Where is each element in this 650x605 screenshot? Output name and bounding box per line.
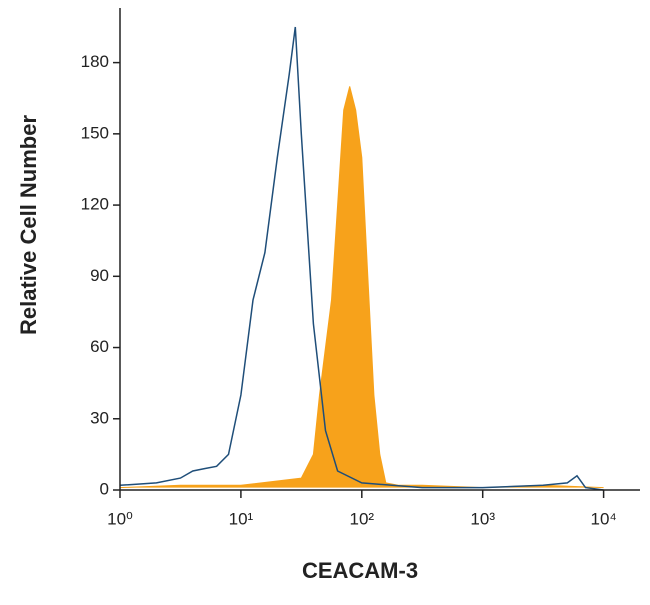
x-tick-label: 10¹ xyxy=(229,509,254,528)
y-axis-label: Relative Cell Number xyxy=(16,115,41,336)
y-tick-label: 0 xyxy=(100,479,109,498)
x-tick-label: 10² xyxy=(350,509,375,528)
y-tick-label: 60 xyxy=(90,337,109,356)
x-tick-label: 10⁴ xyxy=(590,509,616,528)
histogram-area xyxy=(119,86,604,489)
histogram-line xyxy=(119,26,604,491)
x-tick-label: 10³ xyxy=(470,509,495,528)
y-tick-label: 120 xyxy=(81,195,109,214)
y-tick-label: 150 xyxy=(81,123,109,142)
x-tick-label: 10⁰ xyxy=(107,509,133,528)
y-tick-label: 90 xyxy=(90,266,109,285)
y-tick-label: 180 xyxy=(81,52,109,71)
y-tick-label: 30 xyxy=(90,408,109,427)
x-axis-label: CEACAM-3 xyxy=(302,558,418,583)
